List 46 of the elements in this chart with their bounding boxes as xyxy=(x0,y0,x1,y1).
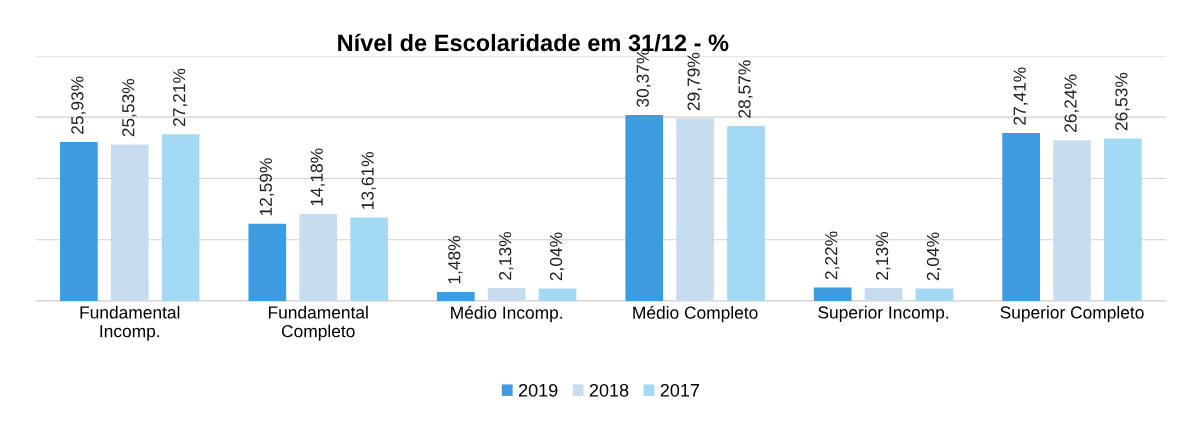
data-label: 26,53% xyxy=(1115,72,1130,131)
bar xyxy=(1002,133,1040,301)
data-label: 30,37% xyxy=(636,49,651,107)
legend-label: 2018 xyxy=(589,383,629,397)
bar xyxy=(813,287,852,301)
bar xyxy=(248,223,287,301)
data-label: 2,04% xyxy=(926,232,942,281)
bar xyxy=(915,288,954,301)
bar xyxy=(350,217,388,301)
data-label: 13,61% xyxy=(361,151,376,209)
bar xyxy=(110,144,149,301)
bar xyxy=(60,142,98,301)
bar xyxy=(538,288,577,301)
data-label: 1,48% xyxy=(448,235,463,284)
bar xyxy=(436,291,475,301)
data-label: 12,59% xyxy=(259,158,275,216)
data-label: 2,13% xyxy=(875,231,891,280)
chart-title: Nível de Escolaridade em 31/12 - % xyxy=(338,33,729,52)
data-label: 2,22% xyxy=(825,231,840,280)
data-label: 2,13% xyxy=(499,231,514,280)
x-tick-label: Médio Incomp. xyxy=(451,305,563,323)
bar xyxy=(625,114,664,301)
data-label: 26,24% xyxy=(1064,74,1079,132)
bar xyxy=(1104,138,1142,301)
data-label: 14,18% xyxy=(310,148,325,206)
bar xyxy=(864,287,903,301)
legend-label: 2017 xyxy=(660,383,700,397)
data-label: 29,79% xyxy=(687,52,702,111)
x-tick-label: Fundamental Completo xyxy=(268,305,368,341)
x-tick-label: Superior Completo xyxy=(1000,305,1144,323)
bar xyxy=(676,118,714,301)
bar xyxy=(727,125,765,301)
data-label: 25,53% xyxy=(122,78,137,137)
data-label: 25,93% xyxy=(71,76,86,134)
data-label: 27,41% xyxy=(1013,67,1028,125)
data-label: 27,21% xyxy=(173,68,188,127)
data-label: 28,57% xyxy=(738,60,753,118)
x-tick-label: Superior Incomp. xyxy=(818,305,949,323)
x-tick-label: Fundamental Incomp. xyxy=(80,305,180,341)
data-label: 2,04% xyxy=(549,232,565,281)
bar xyxy=(487,287,526,301)
x-tick-label: Médio Completo xyxy=(633,305,758,323)
legend-label: 2019 xyxy=(518,383,558,397)
bar xyxy=(1053,140,1091,301)
bar xyxy=(161,134,200,301)
bar xyxy=(299,214,338,301)
